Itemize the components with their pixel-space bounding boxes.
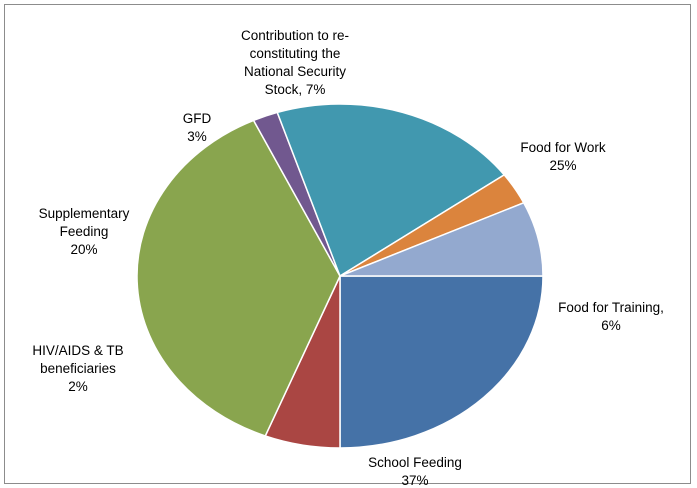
slice-label-line: 3% [187,129,207,144]
slice-label-contribution-to-re-constituting-the-national-security-stock: Contribution to re-constituting the Natio… [241,28,349,97]
pie-slice-supplementary-feeding [276,103,506,278]
pie-labels: Food for Work 25% Food for Training, 6% Scho… [32,28,664,488]
slice-label-food-for-training: Food for Training, 6% [558,300,664,333]
slice-label-line: Feeding [60,224,109,239]
slice-label-line: HIV/AIDS & TB [32,343,123,358]
slice-label-line: Stock, 7% [265,82,326,97]
pie-slice-contribution-to-re-constituting-the-national-security-stock [339,201,544,277]
slice-label-line: constituting the [250,46,341,61]
slice-label-line: 6% [601,318,621,333]
slice-label-supplementary-feeding: Supplementary Feeding 20% [39,206,130,257]
slice-label-school-feeding: School Feeding 37% [368,455,462,488]
slice-label-line: Supplementary [39,206,130,221]
slice-label-line: National Security [244,64,346,79]
pie-slice-food-for-work [339,275,544,449]
slice-label-line: Contribution to re- [241,28,349,43]
slice-label-line: 25% [549,158,576,173]
slice-label-line: Food for Work [520,140,606,155]
slice-label-gfd: GFD 3% [183,111,212,144]
pie-slices [136,103,544,449]
slice-label-line: Food for Training, [558,300,664,315]
slice-label-line: beneficiaries [40,361,116,376]
slice-label-food-for-work: Food for Work 25% [520,140,606,173]
slice-label-line: 37% [401,473,428,488]
slice-label-line: GFD [183,111,212,126]
slice-label-line: School Feeding [368,455,462,470]
slice-label-line: 2% [68,379,88,394]
slice-label-hiv-aids-tb-beneficiaries: HIV/AIDS & TB beneficiaries 2% [32,343,123,394]
slice-label-line: 20% [70,242,97,257]
pie-slice-school-feeding [136,119,341,437]
